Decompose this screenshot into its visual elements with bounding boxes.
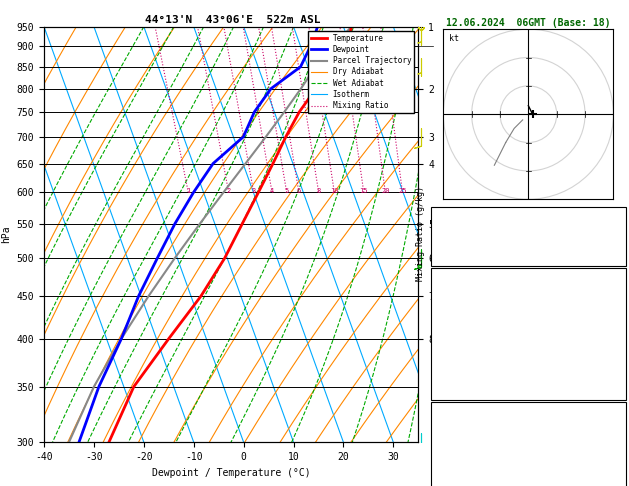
Text: 12.06.2024  06GMT (Base: 18): 12.06.2024 06GMT (Base: 18) — [446, 18, 611, 28]
Text: 134: 134 — [606, 479, 623, 486]
Text: 8: 8 — [316, 188, 321, 193]
Text: Surface: Surface — [511, 271, 548, 280]
Text: CAPE (J): CAPE (J) — [437, 363, 480, 372]
Text: © weatheronline.co.uk: © weatheronline.co.uk — [476, 471, 581, 480]
Text: 1: 1 — [186, 188, 191, 193]
Text: CIN (J): CIN (J) — [437, 382, 475, 391]
Text: 3: 3 — [252, 188, 256, 193]
Text: 15: 15 — [360, 188, 368, 193]
Text: -1: -1 — [612, 460, 623, 469]
Text: 333: 333 — [606, 442, 623, 451]
Text: Lifted Index: Lifted Index — [437, 460, 502, 469]
Text: Most Unstable: Most Unstable — [495, 405, 565, 414]
Y-axis label: km
ASL: km ASL — [450, 224, 468, 245]
Text: Temp (°C): Temp (°C) — [437, 289, 486, 298]
Text: 19.6: 19.6 — [601, 289, 623, 298]
Text: Lifted Index: Lifted Index — [437, 345, 502, 354]
Text: 31: 31 — [612, 209, 623, 218]
Text: 25: 25 — [398, 188, 407, 193]
Text: PW (cm): PW (cm) — [437, 246, 475, 255]
Y-axis label: hPa: hPa — [1, 226, 11, 243]
Text: 4: 4 — [270, 188, 274, 193]
Text: 329: 329 — [606, 326, 623, 335]
Text: θε (K): θε (K) — [437, 442, 469, 451]
Text: Dewp (°C): Dewp (°C) — [437, 308, 486, 317]
Text: 850: 850 — [606, 423, 623, 433]
Text: 50: 50 — [612, 227, 623, 237]
Text: CAPE (J): CAPE (J) — [437, 479, 480, 486]
Text: 14.8: 14.8 — [601, 308, 623, 317]
Text: θε(K): θε(K) — [437, 326, 464, 335]
Text: 0: 0 — [617, 363, 623, 372]
Text: 10: 10 — [330, 188, 338, 193]
Text: Pressure (mb): Pressure (mb) — [437, 423, 507, 433]
Text: Mixing Ratio (g/kg): Mixing Ratio (g/kg) — [416, 186, 425, 281]
Text: 6: 6 — [297, 188, 301, 193]
Text: kt: kt — [449, 34, 459, 42]
Legend: Temperature, Dewpoint, Parcel Trajectory, Dry Adiabat, Wet Adiabat, Isotherm, Mi: Temperature, Dewpoint, Parcel Trajectory… — [308, 31, 415, 113]
Text: 5: 5 — [284, 188, 289, 193]
Text: 2: 2 — [226, 188, 231, 193]
Text: 0: 0 — [617, 382, 623, 391]
X-axis label: Dewpoint / Temperature (°C): Dewpoint / Temperature (°C) — [152, 468, 311, 478]
Text: 20: 20 — [381, 188, 389, 193]
Text: 1: 1 — [617, 345, 623, 354]
Text: 44°13'N  43°06'E  522m ASL: 44°13'N 43°06'E 522m ASL — [145, 15, 321, 25]
Text: 3.3: 3.3 — [606, 246, 623, 255]
Text: Totals Totals: Totals Totals — [437, 227, 507, 237]
Text: LCL: LCL — [445, 42, 459, 51]
Text: K: K — [437, 209, 443, 218]
